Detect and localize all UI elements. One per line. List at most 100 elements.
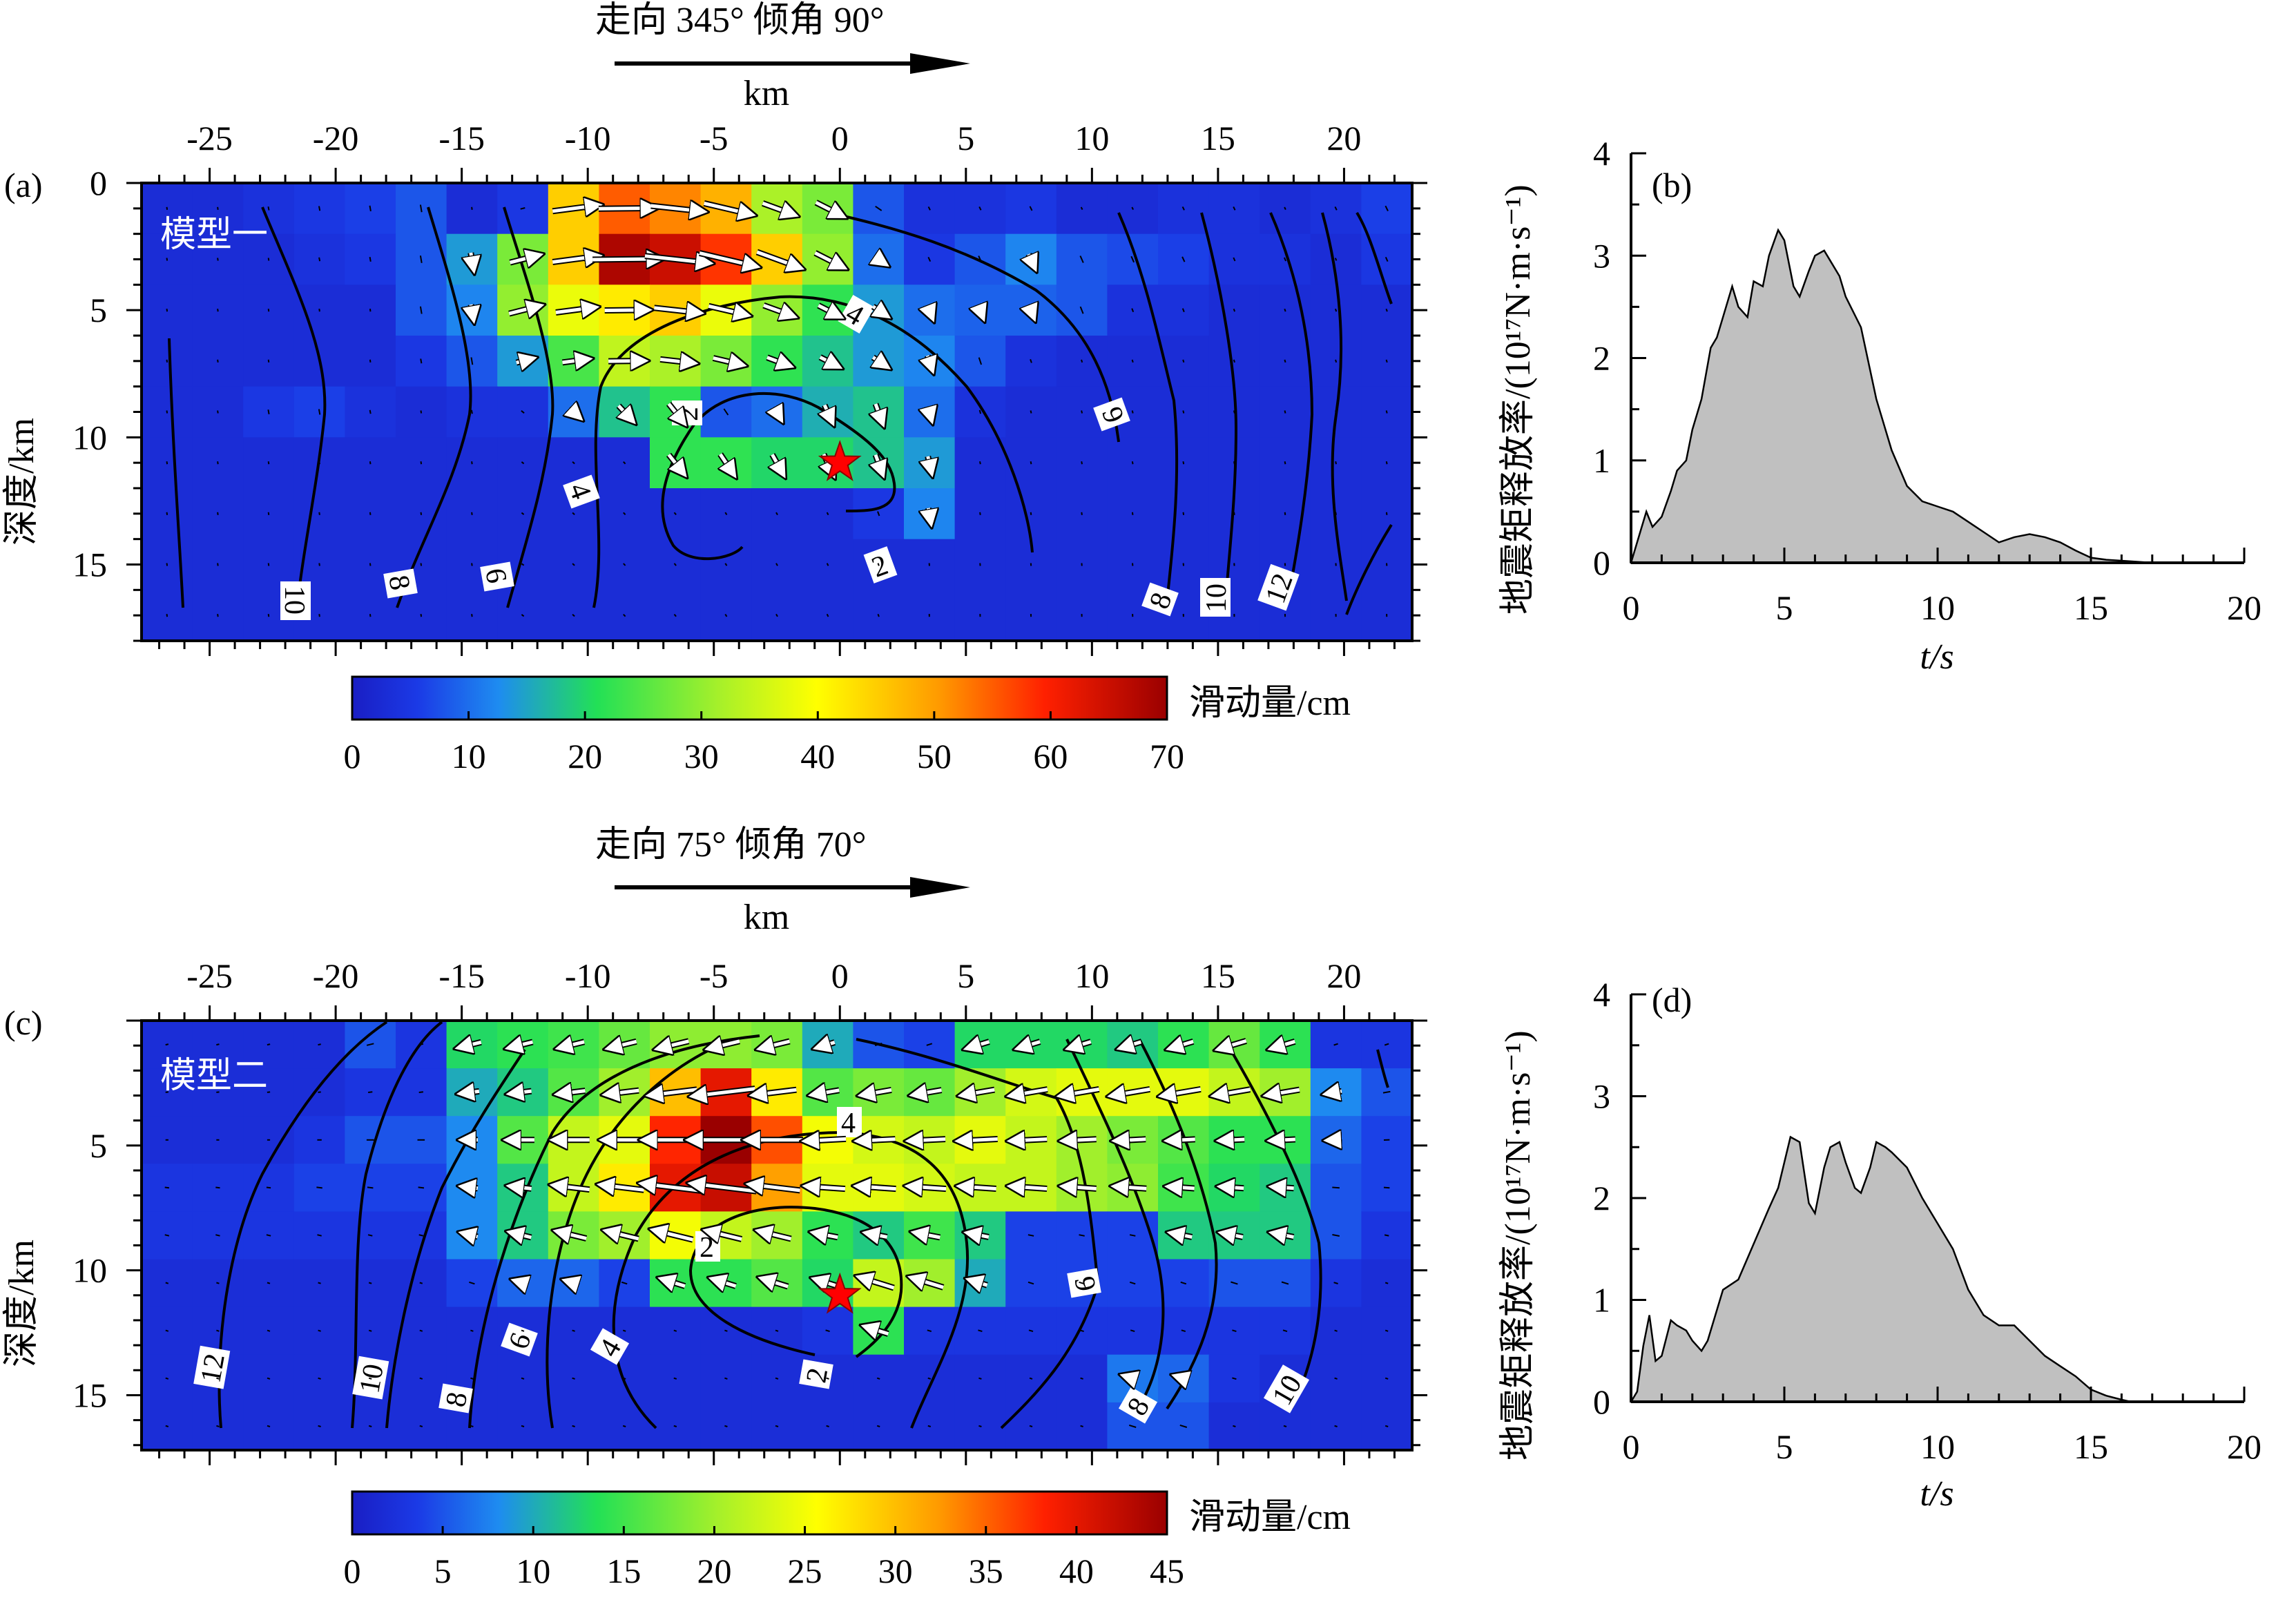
slip-vector <box>267 1425 271 1427</box>
slip-vector <box>971 1042 990 1048</box>
slip-vector <box>758 1090 797 1094</box>
slip-vector <box>809 1139 847 1141</box>
slip-vector <box>318 309 320 312</box>
contour-label-box <box>280 581 311 620</box>
slip-vector <box>419 1377 423 1380</box>
slip-vector <box>1079 255 1084 263</box>
slip-vector <box>927 206 931 211</box>
x-tick-label: 15 <box>2074 1427 2108 1466</box>
hypocenter-star <box>818 440 862 481</box>
slip-vector <box>368 1377 372 1380</box>
slip-vector <box>1029 1425 1033 1427</box>
slip-vector <box>267 409 270 414</box>
slip-vector <box>926 1043 933 1046</box>
slip-vector <box>764 1041 791 1048</box>
slip-vector <box>963 1139 998 1141</box>
colorbar-ticks-a: 0 10 20 30 40 50 60 70 <box>344 711 1184 775</box>
y-tick-label: 0 <box>90 164 107 202</box>
slip-vector <box>1284 410 1286 414</box>
x-ticks-a: -25 -20 -15 -10 -5 0 5 10 15 20 <box>186 119 1361 157</box>
colorbar-tick-label: 10 <box>452 737 486 775</box>
colorbar-tick-label: 40 <box>1059 1552 1094 1590</box>
contour-label-box <box>438 1383 473 1414</box>
slip-vector <box>1079 306 1084 314</box>
slip-vector <box>369 512 372 515</box>
slip-vector <box>1333 1043 1338 1046</box>
slip-vector <box>1335 410 1338 414</box>
slip-vector <box>570 1282 578 1284</box>
slip-vector <box>267 1043 271 1046</box>
slip-vector <box>369 409 372 414</box>
x-axis-label-d: t/s <box>1920 1474 1953 1514</box>
slip-vector <box>1222 1041 1247 1048</box>
y-axis-label-c: 深度/km <box>2 1239 41 1367</box>
y-axis-label-d: 地震矩释放率/(10¹⁷N·m·s⁻¹) <box>1498 1030 1538 1460</box>
slip-vector <box>775 1425 779 1427</box>
slip-vector <box>562 360 585 363</box>
slip-vector <box>166 359 168 363</box>
slip-vector <box>622 1425 626 1427</box>
x-axis-label-a: km <box>744 74 789 113</box>
contour-label: 10 <box>352 1356 390 1400</box>
slip-vector <box>826 1377 829 1380</box>
slip-vector <box>1029 254 1034 264</box>
slip-vector <box>876 1377 880 1380</box>
slip-vector <box>873 358 884 365</box>
rupture-time-contour <box>385 1048 526 1429</box>
slip-vector <box>1030 512 1032 515</box>
slip-vector <box>621 1281 628 1285</box>
slip-vector <box>1068 1186 1097 1188</box>
slip-vector <box>318 614 320 617</box>
rupture-time-contour <box>592 295 1034 608</box>
x-tick-label: 10 <box>1074 119 1109 157</box>
hypocenter-star <box>818 1272 862 1314</box>
slip-vector <box>763 305 790 315</box>
slip-vector <box>471 252 473 266</box>
contour-label-text: 12 <box>195 1351 231 1385</box>
slip-vector <box>724 512 728 516</box>
slip-vector <box>1124 1042 1142 1047</box>
slip-vector <box>1334 1377 1338 1380</box>
slip-vector <box>463 1042 482 1047</box>
slip-vector <box>826 512 829 516</box>
slip-vector <box>979 461 981 465</box>
slip-vector <box>1128 1377 1137 1380</box>
slip-vector <box>318 257 321 262</box>
slip-vector <box>1385 1425 1389 1427</box>
slip-vector <box>1065 1089 1100 1095</box>
slip-vector <box>1081 410 1083 414</box>
slip-vector <box>927 1377 932 1380</box>
slip-vector <box>1073 1042 1092 1048</box>
slip-vector <box>369 563 372 566</box>
slip-vector <box>369 359 372 363</box>
slip-vector <box>471 305 473 316</box>
x-tick-label: -20 <box>313 119 359 157</box>
model-label-c: 模型二 <box>160 1057 268 1096</box>
slip-vector <box>1333 1282 1338 1284</box>
slip-vector <box>978 255 983 263</box>
slip-vector <box>1334 308 1338 312</box>
slip-vector <box>928 456 931 470</box>
slip-vector <box>876 454 881 471</box>
colorbar-tick-label: 70 <box>1150 737 1184 775</box>
slip-vector <box>978 307 981 314</box>
slip-vector <box>659 359 690 363</box>
y-tick-label: 5 <box>90 291 107 329</box>
x-tick-label: 10 <box>1920 588 1955 627</box>
slip-vector <box>420 512 423 515</box>
slip-vector <box>165 1425 169 1427</box>
strike-arrowhead-a <box>910 53 970 74</box>
strike-dip-header-a: 走向 345° 倾角 90° <box>595 1 885 40</box>
slip-vector <box>1182 410 1185 414</box>
slip-vector <box>318 359 320 363</box>
rupture-time-contour <box>828 211 1120 443</box>
axes-frame-c: 5 10 15 <box>73 1005 1427 1465</box>
slip-vector <box>619 406 630 418</box>
slip-vector <box>1130 255 1135 263</box>
slip-vector <box>318 409 321 415</box>
x-tick-label: 0 <box>831 956 849 995</box>
slip-vector <box>513 1042 533 1047</box>
contour-label: 4 <box>562 474 600 509</box>
slip-vector <box>704 203 748 213</box>
